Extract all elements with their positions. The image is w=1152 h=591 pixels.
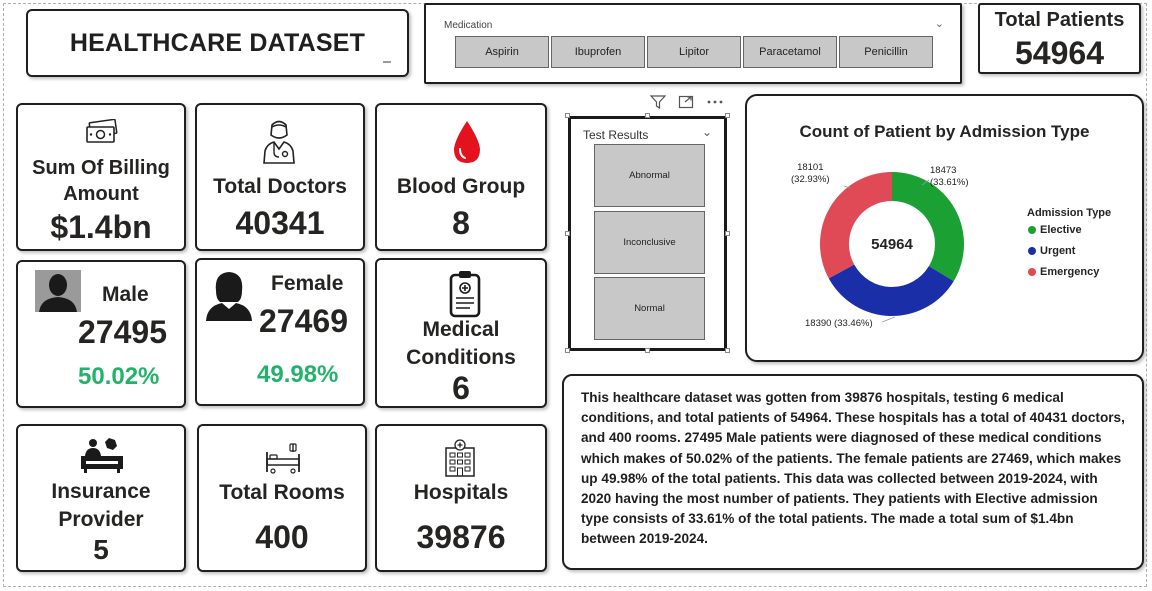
donut-slice-urgent[interactable]: [828, 264, 954, 316]
summary-text: This healthcare dataset was gotten from …: [581, 390, 1125, 547]
legend-title: Admission Type: [1027, 207, 1112, 219]
total-patients-label: Total Patients: [994, 9, 1125, 31]
medication-option-paracetamol[interactable]: Paracetamol: [743, 36, 837, 68]
test-results-slicer: Test Results ⌄ Abnormal Inconclusive Nor…: [568, 116, 727, 351]
resize-handle[interactable]: [565, 113, 570, 118]
blood-group-card: Blood Group 8: [375, 103, 547, 251]
medical-conditions-label-2: Conditions: [406, 346, 516, 369]
resize-handle[interactable]: [645, 348, 650, 353]
total-patients-card: Total Patients 54964: [978, 3, 1141, 74]
resize-handle[interactable]: [725, 113, 730, 118]
male-label: Male: [102, 283, 149, 306]
data-label-elective: 18473 (33.61%): [930, 165, 969, 189]
legend-dot-urgent: [1028, 247, 1036, 255]
donut-center-total: 54964: [871, 236, 913, 253]
medication-option-aspirin[interactable]: Aspirin: [455, 36, 549, 68]
insurance-card: Insurance Provider 5: [16, 424, 186, 572]
medication-option-penicillin[interactable]: Penicillin: [839, 36, 933, 68]
donut-slice-emergency[interactable]: [820, 172, 892, 279]
insurance-label-1: Insurance: [51, 480, 151, 503]
male-card: Male 27495 50.02%: [16, 260, 186, 408]
resize-handle[interactable]: [725, 231, 730, 236]
focus-mode-icon[interactable]: [678, 95, 694, 112]
male-percent: 50.02%: [78, 363, 160, 390]
insurance-desk-icon: [79, 436, 125, 479]
medication-slicer: Medication ⌄ Aspirin Ibuprofen Lipitor P…: [424, 3, 962, 84]
legend-label-urgent: Urgent: [1040, 245, 1076, 257]
hospitals-card: Hospitals 39876: [375, 424, 547, 572]
blood-group-value: 8: [452, 205, 470, 241]
chevron-down-icon[interactable]: ⌄: [934, 18, 944, 30]
test-result-normal[interactable]: Normal: [594, 277, 705, 340]
legend-dot-elective: [1028, 226, 1036, 234]
summary-card: This healthcare dataset was gotten from …: [562, 374, 1144, 570]
female-label: Female: [271, 272, 344, 295]
donut-chart: 54964: [820, 172, 964, 316]
legend-dot-emergency: [1028, 268, 1036, 276]
doctors-value: 40341: [235, 205, 325, 241]
billing-value: $1.4bn: [50, 209, 152, 245]
female-avatar-icon: [204, 269, 254, 326]
legend-item-elective[interactable]: Elective: [1028, 224, 1082, 236]
test-result-abnormal[interactable]: Abnormal: [594, 144, 705, 207]
male-avatar-icon: [35, 270, 81, 317]
billing-label-1: Sum Of Billing: [32, 157, 170, 179]
male-value: 27495: [78, 314, 167, 350]
chevron-down-icon[interactable]: ⌄: [701, 125, 712, 139]
legend-item-emergency[interactable]: Emergency: [1028, 266, 1099, 278]
medication-option-lipitor[interactable]: Lipitor: [647, 36, 741, 68]
blood-group-label: Blood Group: [396, 175, 526, 198]
doctor-icon: [261, 119, 297, 170]
minimize-mark: [383, 61, 391, 63]
data-label-emergency-percent: (32.93%): [791, 174, 830, 185]
resize-handle[interactable]: [565, 348, 570, 353]
female-value: 27469: [259, 303, 348, 339]
insurance-value: 5: [93, 534, 109, 565]
visual-header: [649, 95, 724, 112]
clipboard-icon: [448, 270, 482, 323]
test-result-inconclusive[interactable]: Inconclusive: [594, 211, 705, 274]
medical-conditions-value: 6: [452, 370, 470, 406]
legend-label-emergency: Emergency: [1040, 266, 1100, 278]
hospital-building-icon: [442, 438, 478, 483]
legend-label-elective: Elective: [1040, 224, 1082, 236]
hospitals-value: 39876: [416, 519, 506, 555]
test-results-label: Test Results: [583, 128, 649, 142]
donut-slice-elective[interactable]: [892, 172, 964, 282]
title-card: HEALTHCARE DATASET: [26, 9, 409, 77]
female-card: Female 27469 49.98%: [195, 258, 365, 406]
resize-handle[interactable]: [645, 113, 650, 118]
rooms-label: Total Rooms: [219, 481, 345, 504]
doctors-card: Total Doctors 40341: [195, 103, 365, 251]
page-title: HEALTHCARE DATASET: [69, 29, 366, 57]
medication-slicer-label: Medication: [444, 20, 493, 31]
legend-item-urgent[interactable]: Urgent: [1028, 245, 1075, 257]
rooms-value: 400: [255, 519, 309, 555]
rooms-card: Total Rooms 400: [197, 424, 367, 572]
medication-option-ibuprofen[interactable]: Ibuprofen: [551, 36, 645, 68]
medical-conditions-card: Medical Conditions 6: [375, 258, 547, 408]
chart-title: Count of Patient by Admission Type: [799, 122, 1090, 141]
data-label-emergency-value: 18101: [797, 162, 824, 173]
more-options-icon[interactable]: [706, 95, 724, 112]
billing-label-2: Amount: [63, 183, 139, 205]
data-label-emergency: 18101 (32.93%): [791, 162, 830, 186]
data-label-elective-percent: (33.61%): [930, 177, 969, 188]
doctors-label: Total Doctors: [213, 175, 347, 198]
female-percent: 49.98%: [257, 361, 339, 388]
billing-card: Sum Of Billing Amount $1.4bn: [16, 103, 186, 251]
insurance-label-2: Provider: [58, 508, 144, 531]
medical-conditions-label-1: Medical: [422, 318, 500, 341]
hospital-bed-icon: [265, 442, 301, 479]
total-patients-value: 54964: [1015, 35, 1104, 71]
hospitals-label: Hospitals: [413, 481, 509, 504]
resize-handle[interactable]: [725, 348, 730, 353]
money-icon: [84, 118, 118, 150]
admission-type-chart: Count of Patient by Admission Type 54964…: [745, 94, 1144, 362]
blood-drop-icon: [451, 119, 483, 170]
resize-handle[interactable]: [565, 231, 570, 236]
data-label-urgent: 18390 (33.46%): [805, 318, 873, 329]
data-label-elective-value: 18473: [930, 165, 957, 176]
filter-icon[interactable]: [649, 95, 667, 112]
